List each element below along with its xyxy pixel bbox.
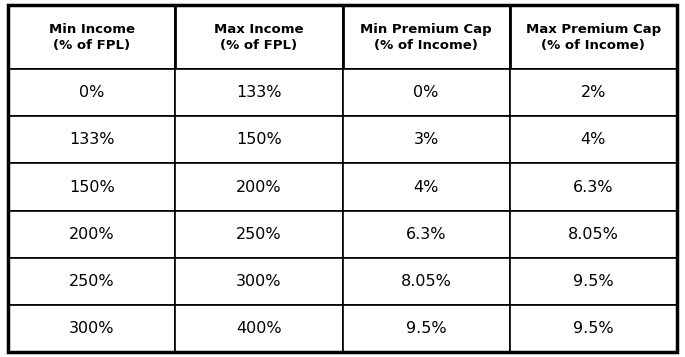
Text: 9.5%: 9.5%: [573, 321, 614, 336]
Bar: [510, 257, 677, 305]
Bar: [342, 305, 510, 352]
Bar: [8, 305, 175, 352]
Bar: [175, 164, 342, 211]
Text: 300%: 300%: [236, 273, 282, 288]
Bar: [175, 257, 342, 305]
Text: 9.5%: 9.5%: [573, 273, 614, 288]
Text: 200%: 200%: [236, 180, 282, 195]
Text: 250%: 250%: [236, 227, 282, 242]
Text: 8.05%: 8.05%: [401, 273, 451, 288]
Text: Min Income
(% of FPL): Min Income (% of FPL): [49, 23, 135, 52]
Text: 6.3%: 6.3%: [573, 180, 614, 195]
Text: 4%: 4%: [413, 180, 439, 195]
Bar: [175, 69, 342, 116]
Bar: [8, 116, 175, 164]
Bar: [342, 5, 510, 69]
Text: 200%: 200%: [69, 227, 114, 242]
Text: 8.05%: 8.05%: [568, 227, 619, 242]
Bar: [342, 211, 510, 257]
Text: 9.5%: 9.5%: [406, 321, 447, 336]
Bar: [342, 257, 510, 305]
Text: 133%: 133%: [236, 85, 282, 100]
Bar: [8, 211, 175, 257]
Text: 2%: 2%: [580, 85, 606, 100]
Bar: [510, 116, 677, 164]
Text: 400%: 400%: [236, 321, 282, 336]
Bar: [342, 69, 510, 116]
Bar: [342, 116, 510, 164]
Text: 300%: 300%: [69, 321, 114, 336]
Text: Min Premium Cap
(% of Income): Min Premium Cap (% of Income): [360, 23, 492, 52]
Bar: [8, 69, 175, 116]
Bar: [510, 69, 677, 116]
Text: 0%: 0%: [413, 85, 439, 100]
Bar: [8, 164, 175, 211]
Text: 3%: 3%: [414, 132, 438, 147]
Bar: [510, 5, 677, 69]
Text: 6.3%: 6.3%: [406, 227, 447, 242]
Text: 250%: 250%: [69, 273, 114, 288]
Bar: [8, 257, 175, 305]
Bar: [175, 305, 342, 352]
Text: 0%: 0%: [79, 85, 105, 100]
Text: Max Premium Cap
(% of Income): Max Premium Cap (% of Income): [525, 23, 661, 52]
Bar: [175, 5, 342, 69]
Bar: [510, 211, 677, 257]
Bar: [8, 5, 175, 69]
Bar: [510, 164, 677, 211]
Bar: [510, 305, 677, 352]
Text: 150%: 150%: [69, 180, 114, 195]
Text: 133%: 133%: [69, 132, 114, 147]
Text: Max Income
(% of FPL): Max Income (% of FPL): [214, 23, 303, 52]
Bar: [175, 211, 342, 257]
Text: 150%: 150%: [236, 132, 282, 147]
Text: 4%: 4%: [580, 132, 606, 147]
Bar: [175, 116, 342, 164]
Bar: [342, 164, 510, 211]
